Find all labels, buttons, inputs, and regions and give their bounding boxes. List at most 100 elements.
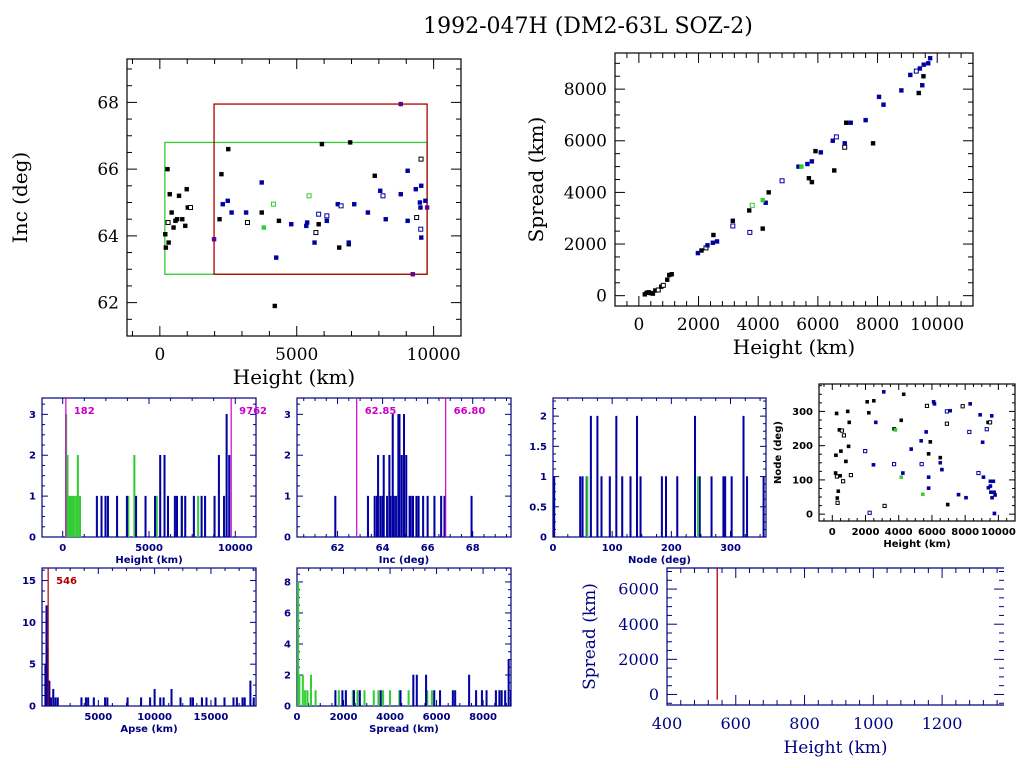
- histogram-bar: [104, 495, 107, 537]
- histogram-bar: [243, 697, 246, 706]
- histogram-bar: [49, 697, 53, 706]
- data-point: [926, 486, 931, 490]
- x-axis-label: Height (km): [883, 539, 950, 550]
- data-point: [226, 146, 231, 152]
- data-point: [845, 409, 850, 414]
- histogram-bar: [180, 495, 183, 537]
- y-tick-label: 66: [97, 160, 119, 180]
- histogram-bar: [166, 495, 169, 537]
- histogram-bar: [301, 674, 304, 706]
- plot-frame: [552, 397, 767, 538]
- data-point: [710, 240, 716, 245]
- y-tick-label: 1: [284, 492, 291, 503]
- data-point: [924, 430, 928, 434]
- x-tick-label: 62: [331, 543, 345, 554]
- histogram-bar: [71, 495, 74, 537]
- x-tick-label: 8000: [856, 315, 899, 335]
- histogram-bar: [762, 476, 765, 537]
- histogram-bar: [451, 690, 454, 706]
- data-point: [893, 428, 898, 432]
- y-tick-label: 0: [284, 533, 291, 544]
- histogram-bar: [140, 697, 143, 706]
- plot-area: [297, 581, 511, 706]
- y-tick-label: 2000: [618, 650, 659, 669]
- data-point: [844, 120, 849, 125]
- data-point: [699, 248, 704, 253]
- plot-area: [65, 414, 231, 537]
- x-axis-label: Node (deg): [628, 555, 691, 566]
- histogram-bar: [696, 476, 699, 537]
- data-point: [813, 148, 818, 154]
- data-point: [901, 471, 905, 475]
- x-tick-label: 600: [721, 714, 752, 733]
- data-point: [304, 220, 310, 225]
- data-point: [919, 439, 923, 443]
- data-point: [324, 218, 330, 224]
- x-tick-label: 400: [652, 714, 683, 733]
- histogram-bar: [372, 690, 375, 706]
- histogram-bar: [382, 454, 385, 537]
- data-point: [272, 303, 278, 309]
- data-point: [921, 62, 926, 67]
- y-tick-label: 100: [792, 475, 813, 486]
- data-point: [650, 291, 656, 296]
- data-point: [383, 216, 388, 222]
- data-point: [981, 475, 986, 479]
- y-tick-label: 8: [284, 577, 291, 588]
- histogram-bar: [116, 495, 119, 537]
- data-point: [865, 400, 869, 404]
- y-tick-label: 4000: [564, 183, 607, 203]
- data-point: [830, 138, 835, 143]
- histogram-bar: [400, 454, 403, 537]
- data-point: [714, 239, 720, 244]
- histogram-bar: [386, 495, 389, 537]
- data-point: [274, 255, 279, 260]
- histogram-bar: [72, 495, 75, 537]
- histogram-bar: [192, 495, 195, 537]
- histogram-bar: [314, 690, 317, 706]
- data-point: [188, 205, 194, 211]
- y-axis-label: Inc (deg): [8, 152, 32, 243]
- histogram-bar: [334, 495, 337, 537]
- data-point: [867, 510, 872, 515]
- data-point: [863, 449, 868, 454]
- histogram-bar: [698, 476, 701, 537]
- histogram-bar: [507, 659, 510, 706]
- plot-area: [163, 101, 430, 309]
- data-point: [948, 408, 953, 413]
- histogram-bar: [69, 495, 72, 537]
- chart-apse-histogram: 5000 10000 15000 0 5 10 15 Apse (km) 546: [22, 567, 257, 735]
- histogram-bar: [439, 690, 442, 706]
- x-tick-label: 4000: [737, 315, 780, 335]
- data-point: [763, 200, 768, 205]
- y-tick-label: 0: [29, 702, 36, 713]
- x-tick-label: 4000: [885, 527, 913, 538]
- data-point: [839, 428, 845, 433]
- data-point: [747, 208, 752, 213]
- y-tick-label: 2: [284, 670, 291, 681]
- histogram-bar: [200, 495, 203, 537]
- histogram-bar: [217, 454, 220, 537]
- x-tick-label: 10000: [218, 543, 253, 554]
- histogram-bar: [163, 454, 166, 537]
- data-point: [980, 440, 985, 445]
- x-tick-label: 10000: [137, 712, 172, 723]
- histogram-bar: [395, 495, 398, 537]
- data-point: [261, 225, 267, 230]
- histogram-bar: [155, 495, 158, 537]
- data-point: [749, 202, 755, 208]
- histogram-bar: [100, 495, 103, 537]
- histogram-bar: [363, 690, 366, 706]
- y-tick-label: 68: [97, 93, 119, 113]
- data-point: [940, 467, 944, 472]
- x-tick-label: 8000: [469, 712, 497, 723]
- histogram-bar: [498, 690, 501, 706]
- y-axis-label: Node (deg): [773, 421, 784, 484]
- x-tick-label: 0: [633, 315, 644, 335]
- histogram-bar: [297, 581, 300, 706]
- y-tick-label: 4: [284, 639, 291, 650]
- data-point: [313, 230, 319, 236]
- data-point: [324, 213, 330, 219]
- data-point: [891, 462, 897, 467]
- data-point: [841, 433, 847, 438]
